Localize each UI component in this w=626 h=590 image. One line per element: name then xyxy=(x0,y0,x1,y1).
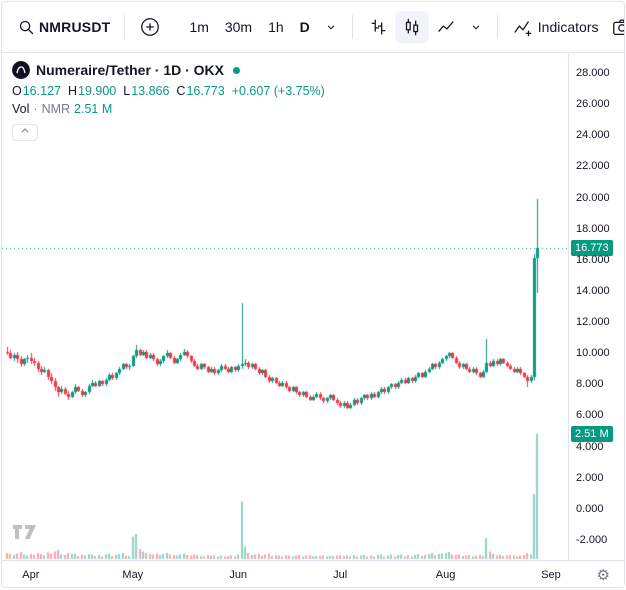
volume-badge: 2.51 M xyxy=(571,425,613,442)
price-tick: 22.000 xyxy=(576,160,610,173)
indicators-icon xyxy=(512,16,534,38)
toolbar-divider xyxy=(351,15,353,39)
ohlc-pairs: O16.127 H19.900 L13.866 C16.773 xyxy=(12,84,232,98)
price-tick: 0.000 xyxy=(576,502,604,515)
top-toolbar: NMRUSDT 1m 30m 1h D xyxy=(2,2,624,53)
market-status-dot[interactable] xyxy=(233,66,241,74)
volume-label: Vol xyxy=(12,102,30,116)
price-tick: 4.000 xyxy=(576,440,604,453)
chart-styles-caret-button[interactable] xyxy=(463,15,489,39)
time-axis[interactable]: ⚙ Apr May Jun Jul Aug Sep xyxy=(2,560,624,587)
ohlc-value: 16.127 xyxy=(22,84,61,98)
interval-menu-caret-button[interactable] xyxy=(318,15,344,39)
price-tick: 2.000 xyxy=(576,471,604,484)
screenshot-camera-button[interactable] xyxy=(605,11,624,43)
ohlc-key: H xyxy=(67,84,77,98)
chart-legend: Numeraire/Tether · 1D · OKX O16.127 H19.9… xyxy=(12,61,332,141)
symbol-name: NMRUSDT xyxy=(39,19,111,35)
toolbar-divider xyxy=(496,15,498,39)
interval-1m[interactable]: 1m xyxy=(181,14,216,40)
plus-circle-icon xyxy=(139,16,161,38)
price-tick: 16.000 xyxy=(576,253,610,266)
legend-title: Numeraire/Tether · 1D · OKX xyxy=(36,62,225,78)
price-tick: 18.000 xyxy=(576,222,610,235)
candlestick-chart-canvas[interactable] xyxy=(2,53,570,560)
search-icon xyxy=(18,19,35,36)
symbol-search-button[interactable]: NMRUSDT xyxy=(12,14,116,41)
symbol-logo-icon xyxy=(12,61,30,79)
ohlc-key: C xyxy=(176,84,186,98)
tradingview-watermark[interactable] xyxy=(12,523,38,548)
ohlc-value: 19.900 xyxy=(78,84,117,98)
compare-add-symbol-button[interactable] xyxy=(133,11,167,43)
price-change: +0.607 (+3.75%) xyxy=(231,84,325,98)
ohlc-values: O16.127 H19.900 L13.866 C16.773 +0.607 (+3.… xyxy=(12,84,332,98)
volume-row: Vol · NMR 2.51 M xyxy=(12,102,332,116)
legend-collapse-button[interactable] xyxy=(12,124,38,141)
price-tick: 12.000 xyxy=(576,316,610,329)
price-tick: -2.000 xyxy=(576,534,608,546)
ohlc-value: 13.866 xyxy=(131,84,170,98)
chart-style-line-button[interactable] xyxy=(429,11,463,43)
bars-style-icon xyxy=(367,16,389,38)
interval-group: 1m 30m 1h D xyxy=(181,14,317,40)
volume-separator: · xyxy=(33,102,38,116)
interval-30m[interactable]: 30m xyxy=(217,14,260,40)
price-tick: 28.000 xyxy=(576,67,610,79)
month-label-Apr: Apr xyxy=(22,569,40,581)
chart-area: Numeraire/Tether · 1D · OKX O16.127 H19.9… xyxy=(2,53,624,560)
volume-symbol: NMR xyxy=(41,102,71,116)
chart-style-bars-button[interactable] xyxy=(361,11,395,43)
ohlc-key: L xyxy=(123,84,131,98)
chart-style-candles-button[interactable] xyxy=(394,11,429,43)
candles-style-icon xyxy=(401,16,423,38)
line-style-icon xyxy=(435,16,457,38)
month-label-Sep: Sep xyxy=(541,569,561,581)
interval-1h[interactable]: 1h xyxy=(260,14,292,40)
chart-settings-button[interactable]: ⚙ xyxy=(597,564,610,586)
month-label-Aug: Aug xyxy=(435,569,456,581)
month-label-Jun: Jun xyxy=(229,569,248,581)
ohlc-key: O xyxy=(12,84,22,98)
chevron-down-icon xyxy=(324,20,338,34)
toolbar-divider xyxy=(124,15,126,39)
chevron-down-icon xyxy=(469,20,483,34)
price-tick: 20.000 xyxy=(576,191,610,204)
gear-icon: ⚙ xyxy=(596,566,610,584)
last-price-badge: 16.773 xyxy=(571,239,613,256)
price-tick: 14.000 xyxy=(576,284,610,297)
price-axis[interactable]: 16.773 2.51 M 28.000 26.000 24.000 22.000 20… xyxy=(568,53,624,560)
camera-icon xyxy=(611,16,624,38)
indicators-button[interactable]: Indicators xyxy=(506,11,605,43)
ohlc-value: 16.773 xyxy=(186,84,225,98)
month-label-May: May xyxy=(122,569,144,581)
price-tick: 10.000 xyxy=(576,347,610,360)
interval-D[interactable]: D xyxy=(292,14,318,40)
month-label-Jul: Jul xyxy=(333,569,348,581)
price-tick: 26.000 xyxy=(576,98,610,111)
chevron-up-icon xyxy=(19,125,31,140)
price-tick: 6.000 xyxy=(576,409,604,422)
legend-title-row[interactable]: Numeraire/Tether · 1D · OKX xyxy=(12,61,332,79)
price-tick: 8.000 xyxy=(576,378,604,391)
volume-value: 2.51 M xyxy=(74,102,113,116)
price-tick: 24.000 xyxy=(576,129,610,142)
indicators-label: Indicators xyxy=(537,19,599,35)
